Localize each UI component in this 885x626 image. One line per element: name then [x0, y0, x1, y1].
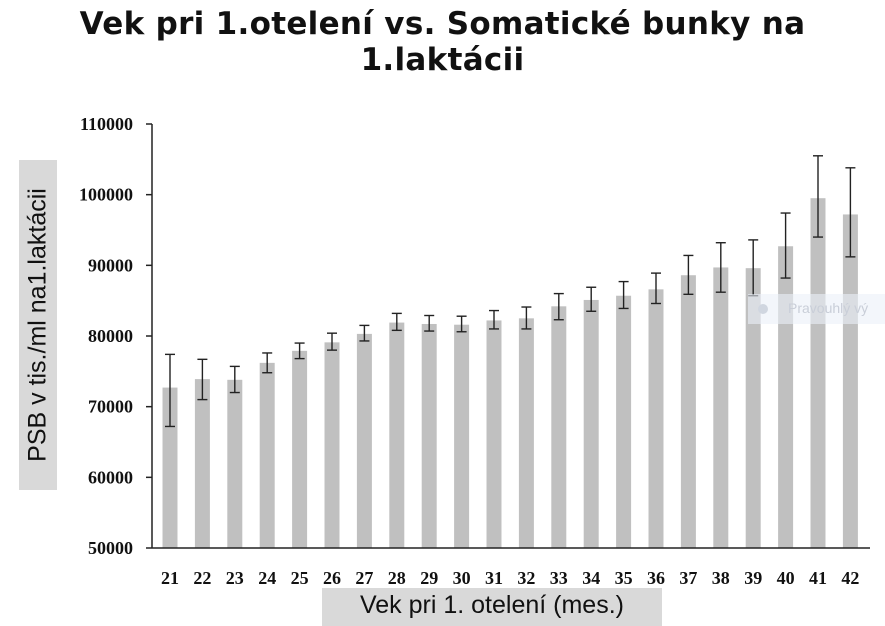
- x-tick-label-33: 33: [550, 568, 568, 588]
- y-tick-label-60000: 60000: [88, 467, 133, 487]
- x-tick-label-27: 27: [355, 568, 373, 588]
- bar-22: [194, 379, 210, 548]
- x-tick-label-37: 37: [679, 568, 697, 588]
- x-axis-label-background: [322, 588, 662, 626]
- x-tick-label-23: 23: [226, 568, 244, 588]
- bar-26: [324, 342, 340, 548]
- x-tick-label-38: 38: [712, 568, 730, 588]
- x-tick-label-35: 35: [615, 568, 633, 588]
- x-tick-label-28: 28: [388, 568, 406, 588]
- x-tick-label-31: 31: [485, 568, 503, 588]
- x-tick-label-42: 42: [841, 568, 859, 588]
- bar-35: [616, 295, 632, 548]
- x-tick-label-39: 39: [744, 568, 762, 588]
- bar-31: [486, 320, 502, 548]
- x-axis-label: Vek pri 1. otelení (mes.): [359, 591, 624, 619]
- y-tick-label-90000: 90000: [88, 255, 133, 275]
- bar-23: [227, 379, 243, 548]
- bar-29: [421, 323, 437, 548]
- y-tick-label-80000: 80000: [88, 326, 133, 346]
- x-tick-label-41: 41: [809, 568, 827, 588]
- bar-33: [551, 306, 567, 548]
- bar-37: [680, 275, 696, 548]
- bar-30: [454, 324, 470, 548]
- x-tick-label-30: 30: [453, 568, 471, 588]
- bar-27: [356, 333, 372, 548]
- bar-40: [778, 246, 794, 548]
- x-tick-label-36: 36: [647, 568, 665, 588]
- x-tick-label-32: 32: [517, 568, 535, 588]
- x-tick-label-22: 22: [193, 568, 211, 588]
- bar-41: [810, 198, 826, 548]
- y-axis-label-background: [19, 160, 57, 490]
- y-tick-label-70000: 70000: [88, 397, 133, 417]
- x-tick-label-24: 24: [258, 568, 276, 588]
- bar-39: [745, 268, 761, 548]
- x-tick-label-29: 29: [420, 568, 438, 588]
- x-tick-label-34: 34: [582, 568, 600, 588]
- x-tick-label-26: 26: [323, 568, 341, 588]
- y-tick-label-110000: 110000: [80, 114, 133, 134]
- y-tick-label-100000: 100000: [79, 185, 133, 205]
- bar-34: [583, 299, 599, 548]
- chart-title: Vek pri 1.otelení vs. Somatické bunky na…: [79, 6, 806, 78]
- bar-21: [162, 387, 178, 548]
- bar-42: [842, 214, 858, 548]
- watermark-box: [748, 294, 885, 324]
- bar-36: [648, 289, 664, 548]
- x-tick-label-40: 40: [777, 568, 795, 588]
- x-tick-label-21: 21: [161, 568, 179, 588]
- bar-28: [389, 322, 405, 548]
- bar-24: [259, 362, 275, 548]
- bar-38: [713, 267, 729, 548]
- bar-25: [292, 350, 308, 548]
- watermark-icon: [758, 304, 768, 314]
- x-tick-label-25: 25: [291, 568, 309, 588]
- y-tick-label-50000: 50000: [88, 538, 133, 558]
- watermark-text: Pravouhlý vý: [788, 300, 869, 316]
- bar-32: [518, 318, 534, 548]
